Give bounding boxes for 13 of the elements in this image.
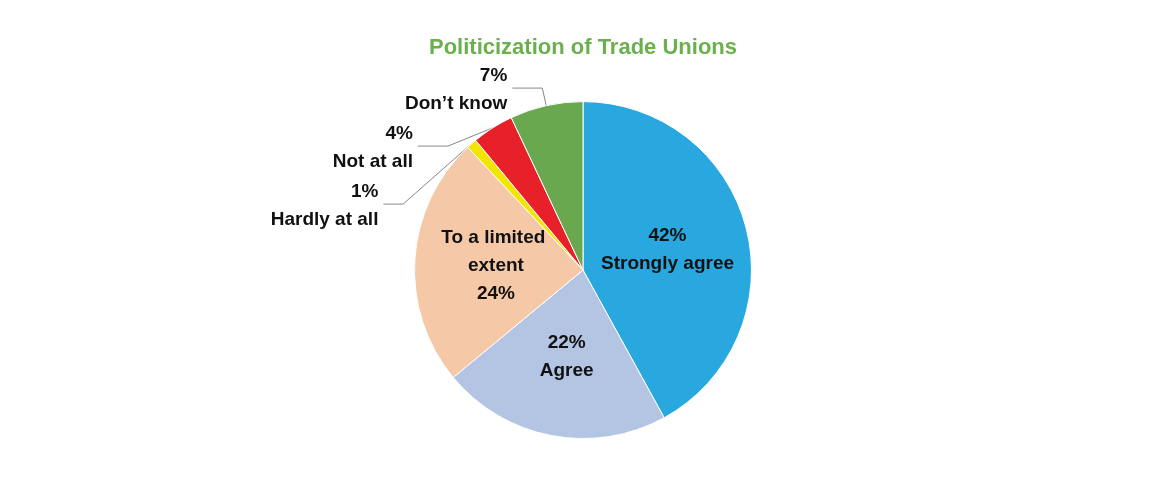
data-label: 42% [648,223,687,245]
data-label: 1% [350,179,379,201]
data-label: 4% [385,121,414,143]
slice-label: Strongly agree [600,251,735,273]
slice-label: Not at all [332,149,413,171]
chart-title: Politicization of Trade Unions [428,33,738,59]
data-label: 22% [547,331,586,353]
slice-label: Agree [539,359,594,381]
slice-label: Hardly at all [270,207,379,229]
data-label: 7% [479,63,508,85]
data-label: 24% [476,282,516,304]
slice-label: Don’t know [404,91,508,113]
slice-label: To a limited extent [441,226,551,276]
